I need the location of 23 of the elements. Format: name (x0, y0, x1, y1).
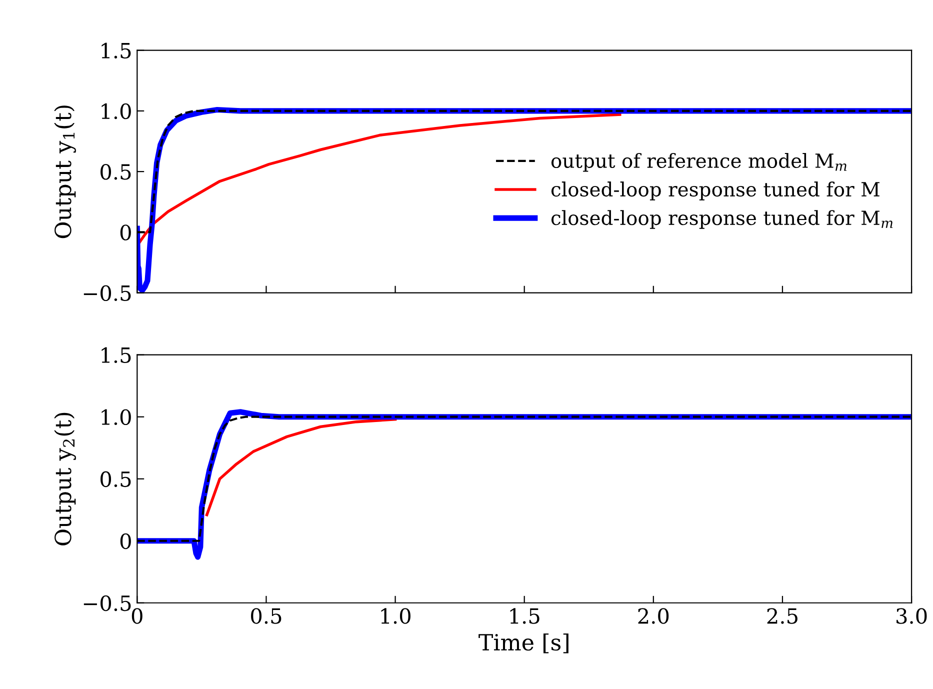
y-axis-title: Output y$_{1}$(t) (54, 106, 76, 238)
x-tick-label: 2.5 (767, 608, 798, 624)
legend-label: closed-loop response tuned for M (551, 182, 880, 200)
y-tick-label: 1.0 (102, 409, 131, 426)
y-tick-label: 1.0 (102, 103, 131, 120)
x-tick-label: 3.0 (896, 608, 927, 624)
y-tick-label: 0.5 (100, 164, 131, 180)
x-axis-title: Time [s] (478, 633, 568, 654)
y-tick-label: 0 (120, 533, 131, 550)
y-tick-label: 0 (120, 224, 131, 240)
y-tick-label: 1.5 (102, 42, 131, 59)
y-tick-label: 1.5 (102, 347, 131, 364)
y-tick-label: −0.5 (84, 285, 131, 302)
x-tick-label: 0.5 (251, 608, 282, 624)
y-axis-title: Output y$_{2}$(t) (54, 412, 76, 546)
legend-label: closed-loop response tuned for M$_{m}$ (551, 210, 893, 229)
x-tick-label: 1.5 (510, 608, 540, 624)
y-tick-label: 0.5 (100, 471, 131, 488)
x-tick-label: 2.0 (638, 608, 669, 624)
legend-label: output of reference model M$_{m}$ (551, 152, 847, 172)
y-tick-label: −0.5 (84, 595, 131, 612)
x-tick-label: 1.0 (381, 608, 410, 624)
x-tick-label: 0 (132, 608, 142, 624)
